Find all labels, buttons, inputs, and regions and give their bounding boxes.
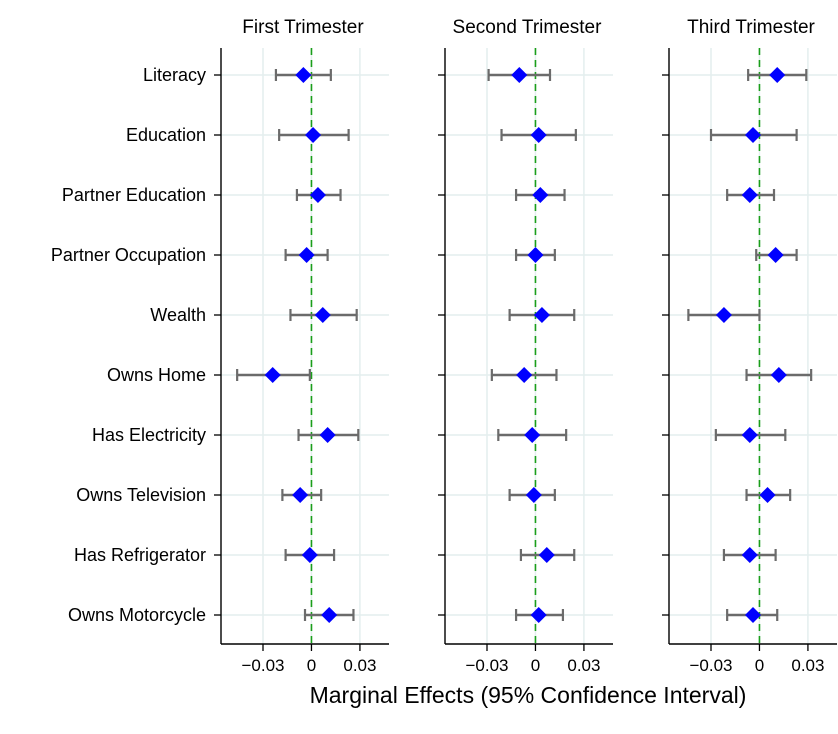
panel-3: Third Trimester −0.03 0 0.03 — [662, 17, 837, 675]
y-tick-label: Owns Home — [107, 365, 206, 385]
point-estimate-marker — [715, 307, 732, 323]
y-tick-label: Partner Education — [62, 185, 206, 205]
point-estimate-marker — [530, 607, 547, 623]
y-tick-label: Education — [126, 125, 206, 145]
point-estimate-marker — [532, 187, 549, 203]
x-tick-label: 0 — [755, 656, 764, 675]
y-tick-label: Wealth — [150, 305, 206, 325]
y-tick-label: Has Electricity — [92, 425, 206, 445]
point-estimate-marker — [305, 127, 322, 143]
point-estimate-marker — [530, 127, 547, 143]
point-estimate-marker — [525, 487, 542, 503]
point-estimate-marker — [745, 127, 761, 143]
point-estimate-marker — [769, 67, 786, 83]
point-estimate-marker — [264, 367, 281, 383]
point-estimate-marker — [511, 67, 528, 83]
x-tick-label: 0 — [307, 656, 316, 675]
point-estimate-marker — [309, 187, 326, 203]
point-estimate-marker — [295, 67, 312, 83]
point-estimate-marker — [741, 547, 758, 563]
panel-title: Second Trimester — [453, 17, 603, 38]
point-estimate-marker — [538, 547, 555, 563]
point-estimate-marker — [533, 307, 550, 323]
x-tick-label: −0.03 — [689, 656, 732, 675]
y-tick-label: Literacy — [143, 65, 206, 85]
point-estimate-marker — [527, 247, 544, 263]
x-tick-label: 0.03 — [791, 656, 824, 675]
x-axis-title: Marginal Effects (95% Confidence Interva… — [310, 682, 747, 708]
point-estimate-marker — [741, 187, 758, 203]
x-tick-label: 0.03 — [567, 656, 600, 675]
y-tick-label: Partner Occupation — [51, 245, 206, 265]
point-estimate-marker — [292, 487, 309, 503]
point-estimate-marker — [319, 427, 336, 443]
point-estimate-marker — [321, 607, 338, 623]
point-estimate-marker — [745, 607, 761, 623]
x-tick-label: 0 — [531, 656, 540, 675]
y-tick-label: Owns Motorcycle — [68, 605, 206, 625]
point-estimate-marker — [524, 427, 541, 443]
point-estimate-marker — [767, 247, 784, 263]
point-estimate-marker — [741, 427, 758, 443]
point-estimate-marker — [314, 307, 331, 323]
point-estimate-marker — [770, 367, 787, 383]
point-estimate-marker — [759, 487, 776, 503]
panel-2: Second Trimester −0.03 0 0.03 — [438, 17, 613, 675]
y-tick-label: Owns Television — [76, 485, 206, 505]
point-estimate-marker — [301, 547, 318, 563]
point-estimate-marker — [516, 367, 533, 383]
y-tick-label: Has Refrigerator — [74, 545, 206, 565]
panel-1: First Trimester −0.03 0 0.03 Literacy Educati… — [51, 17, 389, 675]
x-tick-label: 0.03 — [343, 656, 376, 675]
panel-title: Third Trimester — [687, 17, 815, 38]
x-tick-label: −0.03 — [241, 656, 284, 675]
x-tick-label: −0.03 — [465, 656, 508, 675]
point-estimate-marker — [298, 247, 315, 263]
panel-title: First Trimester — [242, 17, 364, 38]
